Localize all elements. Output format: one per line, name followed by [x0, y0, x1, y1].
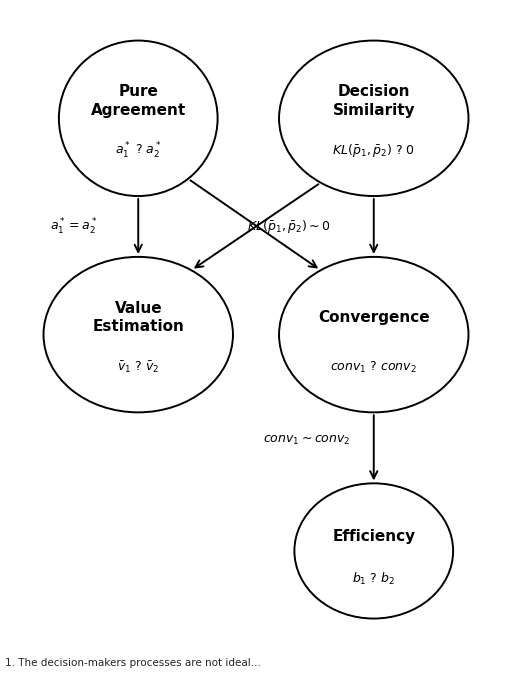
- Ellipse shape: [294, 483, 453, 619]
- Text: $KL(\bar{p}_1 , \bar{p}_2)$ ? 0: $KL(\bar{p}_1 , \bar{p}_2)$ ? 0: [332, 143, 415, 160]
- Text: 1. The decision-makers processes are not ideal...: 1. The decision-makers processes are not…: [5, 658, 261, 668]
- Ellipse shape: [279, 257, 468, 412]
- Ellipse shape: [279, 41, 468, 196]
- Text: $a_1^* = a_2^*$: $a_1^* = a_2^*$: [50, 216, 98, 237]
- Text: $conv_1 \sim conv_2$: $conv_1 \sim conv_2$: [264, 434, 351, 448]
- Text: $b_1$ ? $b_2$: $b_1$ ? $b_2$: [352, 571, 395, 587]
- Ellipse shape: [44, 257, 233, 412]
- Text: Efficiency: Efficiency: [332, 529, 415, 544]
- Text: Value
Estimation: Value Estimation: [92, 301, 184, 335]
- Ellipse shape: [59, 41, 218, 196]
- Text: Convergence: Convergence: [318, 310, 430, 325]
- Text: $\bar{v}_1$ ? $\bar{v}_2$: $\bar{v}_1$ ? $\bar{v}_2$: [117, 360, 159, 375]
- Text: $conv_1$ ? $conv_2$: $conv_1$ ? $conv_2$: [330, 360, 417, 375]
- Text: Decision
Similarity: Decision Similarity: [332, 84, 415, 118]
- Text: $KL(\bar{p}_1 , \bar{p}_2)\sim 0$: $KL(\bar{p}_1 , \bar{p}_2)\sim 0$: [247, 218, 331, 235]
- Text: $a_1^*$ ? $a_2^*$: $a_1^*$ ? $a_2^*$: [115, 141, 162, 161]
- Text: Pure
Agreement: Pure Agreement: [91, 84, 186, 118]
